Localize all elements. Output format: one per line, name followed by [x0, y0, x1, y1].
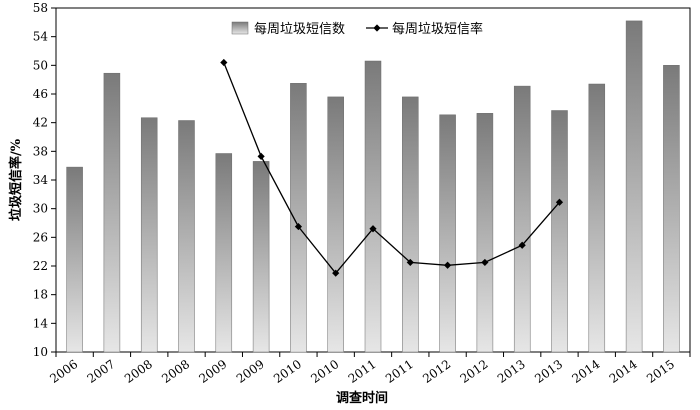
line-point: [257, 152, 265, 160]
legend-label-line: 每周垃圾短信率: [392, 21, 483, 37]
y-tick-label: 50: [33, 58, 48, 72]
x-tick-label: 2007: [85, 357, 118, 386]
x-tick-label: 2011: [383, 357, 416, 386]
x-tick-label: 2009: [234, 357, 267, 386]
legend-bar-swatch: [231, 21, 249, 35]
line-path: [223, 62, 560, 275]
y-tick-label: 58: [33, 1, 48, 15]
bar: [402, 96, 419, 353]
y-tick-label: 42: [33, 116, 48, 130]
bar: [327, 96, 344, 353]
line-point: [220, 58, 228, 67]
y-tick-label: 18: [33, 288, 48, 302]
y-tick-label: 14: [33, 316, 49, 330]
x-tick-label: 2008: [122, 357, 155, 386]
x-tick-label: 2012: [458, 357, 491, 386]
line-point: [406, 258, 414, 267]
x-tick-label: 2009: [196, 357, 229, 386]
bar: [103, 72, 121, 353]
bar: [178, 120, 195, 353]
x-axis-title: 调查时间: [336, 390, 388, 406]
y-tick-label: 38: [33, 144, 48, 158]
bar: [476, 113, 494, 353]
line-point: [555, 198, 564, 206]
y-tick-label: 34: [33, 173, 49, 187]
y-tick-label: 22: [33, 259, 48, 273]
line-point: [332, 269, 340, 277]
bar: [66, 166, 83, 353]
x-tick-label: 2006: [47, 357, 80, 386]
legend-label-bars: 每周垃圾短信数: [254, 21, 345, 37]
bar: [439, 114, 456, 353]
bar: [252, 161, 270, 353]
x-tick-label: 2008: [159, 357, 192, 386]
x-axis: 2006 2007 2008 2008 2009 2009 2010 2010 2011 2011…: [47, 352, 691, 386]
line-point: [294, 222, 303, 231]
line-series: [220, 58, 564, 277]
x-tick-label: 2012: [420, 357, 453, 386]
line-point: [481, 258, 489, 267]
y-tick-label: 10: [33, 345, 48, 359]
y-tick-label: 26: [33, 230, 48, 244]
legend: 每周垃圾短信数 每周垃圾短信率: [231, 21, 483, 37]
x-tick-label: 2013: [495, 357, 528, 386]
x-tick-label: 2010: [271, 357, 304, 386]
x-tick-label: 2010: [308, 357, 341, 386]
bar-series: [66, 20, 680, 353]
bar: [364, 60, 382, 353]
x-tick-label: 2015: [644, 357, 677, 386]
bar: [140, 117, 158, 353]
bar: [513, 85, 531, 353]
x-tick-label: 2014: [607, 357, 640, 386]
x-tick-label: 2013: [532, 357, 565, 386]
line-point: [369, 225, 377, 233]
bar: [625, 20, 643, 353]
line-point: [518, 241, 526, 249]
bar: [290, 83, 307, 353]
x-tick-label: 2014: [569, 357, 602, 386]
y-tick-label: 30: [33, 202, 48, 216]
y-tick-label: 54: [33, 30, 49, 44]
bar: [215, 153, 233, 353]
bar: [663, 65, 680, 353]
bar: [588, 83, 606, 353]
y-axis-title: 垃圾短信率/%: [8, 138, 24, 221]
line-point: [443, 261, 452, 269]
x-tick-label: 2011: [346, 357, 379, 386]
legend-line-marker: [373, 24, 381, 32]
y-axis: 10 14 18 22 26 30 34 38 42 46 50 54 58: [33, 1, 56, 359]
y-tick-label: 46: [33, 87, 48, 101]
bar: [551, 110, 568, 353]
